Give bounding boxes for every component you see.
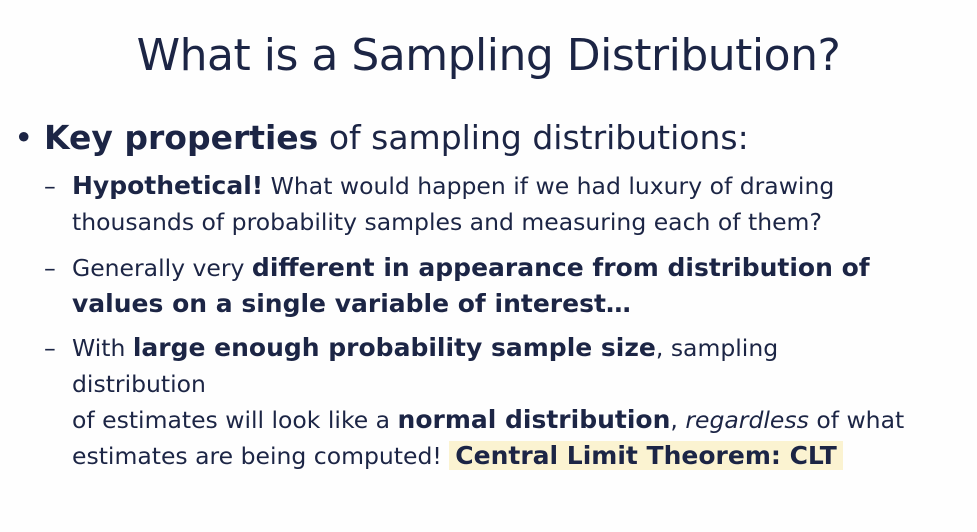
sub-item-line: of estimates will look like a normal dis…: [72, 402, 952, 438]
text-run: of what: [808, 406, 905, 434]
bold-phrase: large enough probability sample size: [132, 333, 656, 362]
sub-item-text: Hypothetical! What would happen if we ha…: [72, 168, 952, 240]
bold-phrase: Hypothetical!: [72, 171, 264, 200]
dash-marker: –: [44, 334, 56, 362]
text-run: What would happen if we had luxury of dr…: [263, 172, 835, 200]
sub-item-text: Generally very different in appearance f…: [72, 250, 952, 322]
dash-marker: –: [44, 172, 56, 200]
dash-marker: –: [44, 254, 56, 282]
text-run: ,: [670, 406, 686, 434]
sub-item-line: Hypothetical! What would happen if we ha…: [72, 168, 952, 204]
sub-item-line: thousands of probability samples and mea…: [72, 208, 822, 236]
sub-item-line: With large enough probability sample siz…: [72, 330, 952, 366]
bullet-dot: •: [14, 118, 34, 157]
slide-title: What is a Sampling Distribution?: [136, 30, 841, 81]
italic-phrase: regardless: [685, 406, 809, 434]
sub-item-different: – Generally very different in appearance…: [44, 250, 952, 322]
sub-item-text: With large enough probability sample siz…: [72, 330, 952, 474]
text-run: With: [72, 334, 133, 362]
sub-item-line: estimates are being computed! Central Li…: [72, 438, 952, 474]
bold-phrase: values on a single variable of interest…: [72, 289, 631, 318]
sub-item-line: distribution: [72, 370, 206, 398]
sub-item-line: Generally very different in appearance f…: [72, 250, 952, 286]
clt-highlight: Central Limit Theorem: CLT: [449, 441, 843, 470]
sub-item-clt: – With large enough probability sample s…: [44, 330, 952, 474]
bold-phrase: normal distribution: [397, 405, 671, 434]
bold-phrase: different in appearance from distributio…: [251, 253, 870, 282]
bullet-bold-text: Key properties: [44, 118, 319, 157]
sub-item-hypothetical: – Hypothetical! What would happen if we …: [44, 168, 952, 240]
main-bullet: • Key properties of sampling distribution…: [14, 118, 749, 157]
text-run: Generally very: [72, 254, 252, 282]
bullet-rest-text: of sampling distributions:: [318, 118, 749, 157]
text-run: estimates are being computed!: [72, 442, 450, 470]
text-run: of estimates will look like a: [72, 406, 398, 434]
text-run: , sampling: [655, 334, 779, 362]
sub-item-line: values on a single variable of interest…: [72, 286, 952, 322]
